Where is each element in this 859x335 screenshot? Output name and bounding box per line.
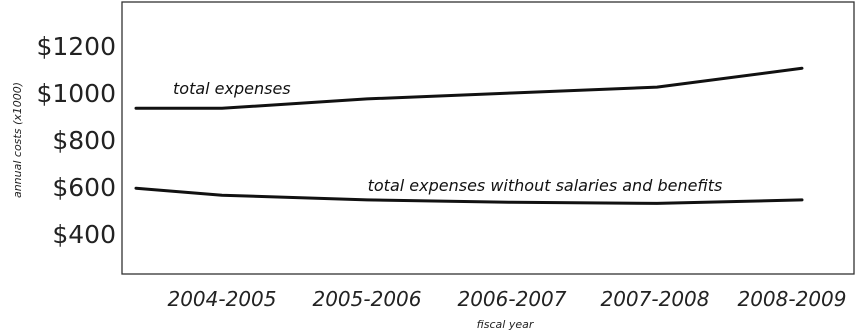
series-label-1: total expenses [173,79,291,98]
x-axis-ticks: 2004-2005 2005-2006 2006-2007 2007-2008 2008… [167,287,846,311]
y-tick-label: $1200 [36,32,116,61]
y-tick-label: $800 [52,126,116,155]
y-tick-label: $600 [52,173,116,202]
x-tick-label: 2007-2008 [600,287,709,311]
plot-frame [121,1,855,275]
y-tick-label: $1000 [36,79,116,108]
series-line-1 [134,66,804,110]
y-axis-ticks: $1200 $1000 $800 $600 $400 [36,32,116,249]
x-tick-label: 2008-2009 [737,287,846,311]
y-axis-label: annual costs (x1000) [11,82,24,198]
x-tick-label: 2006-2007 [457,287,566,311]
x-tick-label: 2004-2005 [167,287,276,311]
y-tick-label: $400 [52,220,116,249]
series-label-2: total expenses without salaries and bene… [368,176,723,195]
series-line-2 [134,186,804,205]
x-axis-label: fiscal year [477,318,535,331]
series-group: total expenses total expenses without sal… [134,66,804,205]
x-tick-label: 2005-2006 [312,287,421,311]
